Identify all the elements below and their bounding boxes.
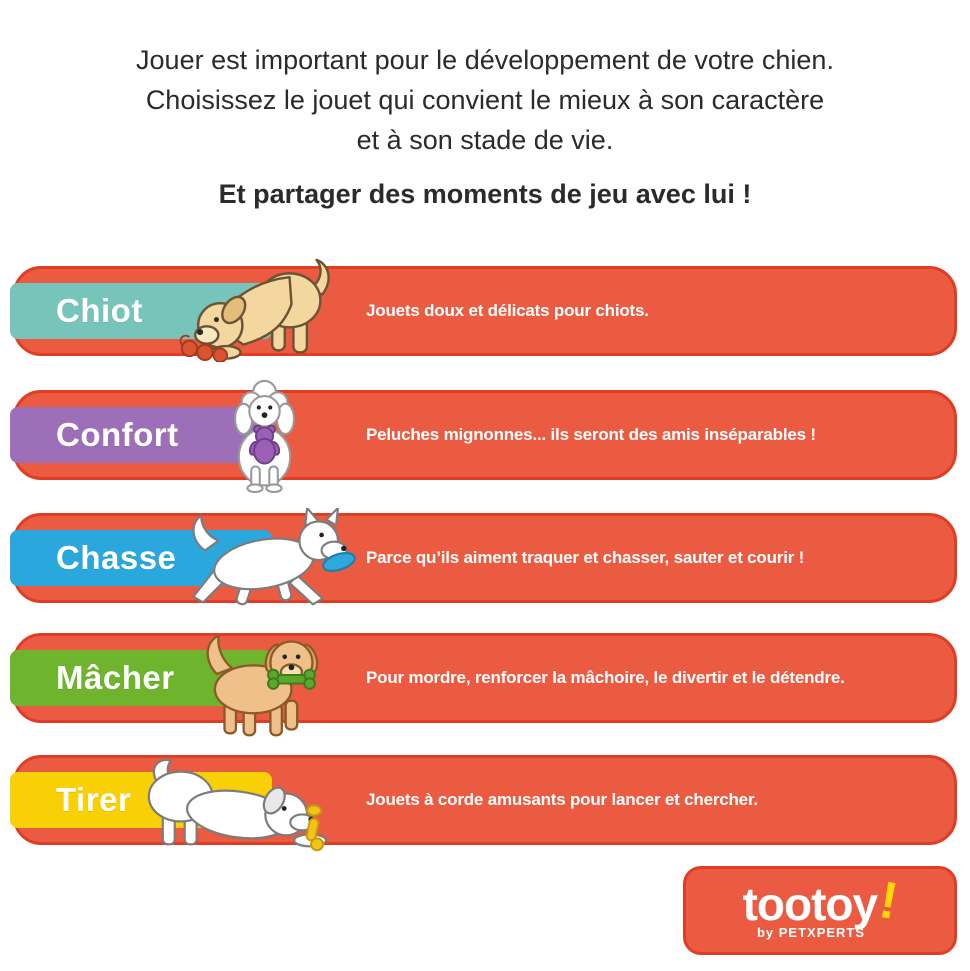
category-label-confort: Confort <box>10 407 272 463</box>
logo-byline: by PETXPERTS <box>756 925 866 940</box>
category-description: Jouets à corde amusants pour lancer et c… <box>366 790 758 809</box>
header: Jouer est important pour le développemen… <box>0 40 970 211</box>
golden-dog-with-bone-icon <box>206 634 319 737</box>
category-row-tirer: Tirer Jouets à corde amusan <box>10 755 957 852</box>
puppy-with-rope-toy-icon <box>179 258 330 362</box>
category-label-text: Chiot <box>56 292 143 329</box>
category-row-macher: Mâcher Po <box>10 633 957 737</box>
intro-line-2: Choisissez le jouet qui convient le mieu… <box>145 85 825 115</box>
tootoy-logo: tootoy ! by PETXPERTS <box>683 866 957 955</box>
category-label-text: Tirer <box>56 781 132 818</box>
category-description: Peluches mignonnes... ils seront des ami… <box>366 425 816 444</box>
logo-wordmark: tootoy ! <box>742 871 903 931</box>
intro-line-1: Jouer est important pour le développemen… <box>136 45 834 75</box>
tagline: Et partager des moments de jeu avec lui … <box>218 179 752 209</box>
category-label-text: Confort <box>56 416 179 453</box>
category-row-chiot: Chiot Jouets doux et délicats pour c <box>10 258 957 362</box>
logo-brand-text: tootoy <box>742 878 879 930</box>
category-row-confort: Confort <box>10 379 957 493</box>
dog-pulling-rope-toy-icon <box>147 758 328 852</box>
category-row-chasse: Chasse Parce qu’ils aiment traquer et ch… <box>10 508 957 606</box>
category-label-text: Chasse <box>56 539 177 576</box>
logo-exclamation-mark: ! <box>875 870 903 932</box>
category-label-text: Mâcher <box>56 659 175 696</box>
intro-line-3: et à son stade de vie. <box>356 125 614 155</box>
category-description: Pour mordre, renforcer la mâchoire, le d… <box>366 668 845 687</box>
category-description: Parce qu’ils aiment traquer et chasser, … <box>366 548 805 567</box>
poodle-with-teddy-bear-icon <box>234 379 296 493</box>
category-description: Jouets doux et délicats pour chiots. <box>366 301 649 320</box>
running-dog-with-frisbee-icon <box>192 508 356 606</box>
